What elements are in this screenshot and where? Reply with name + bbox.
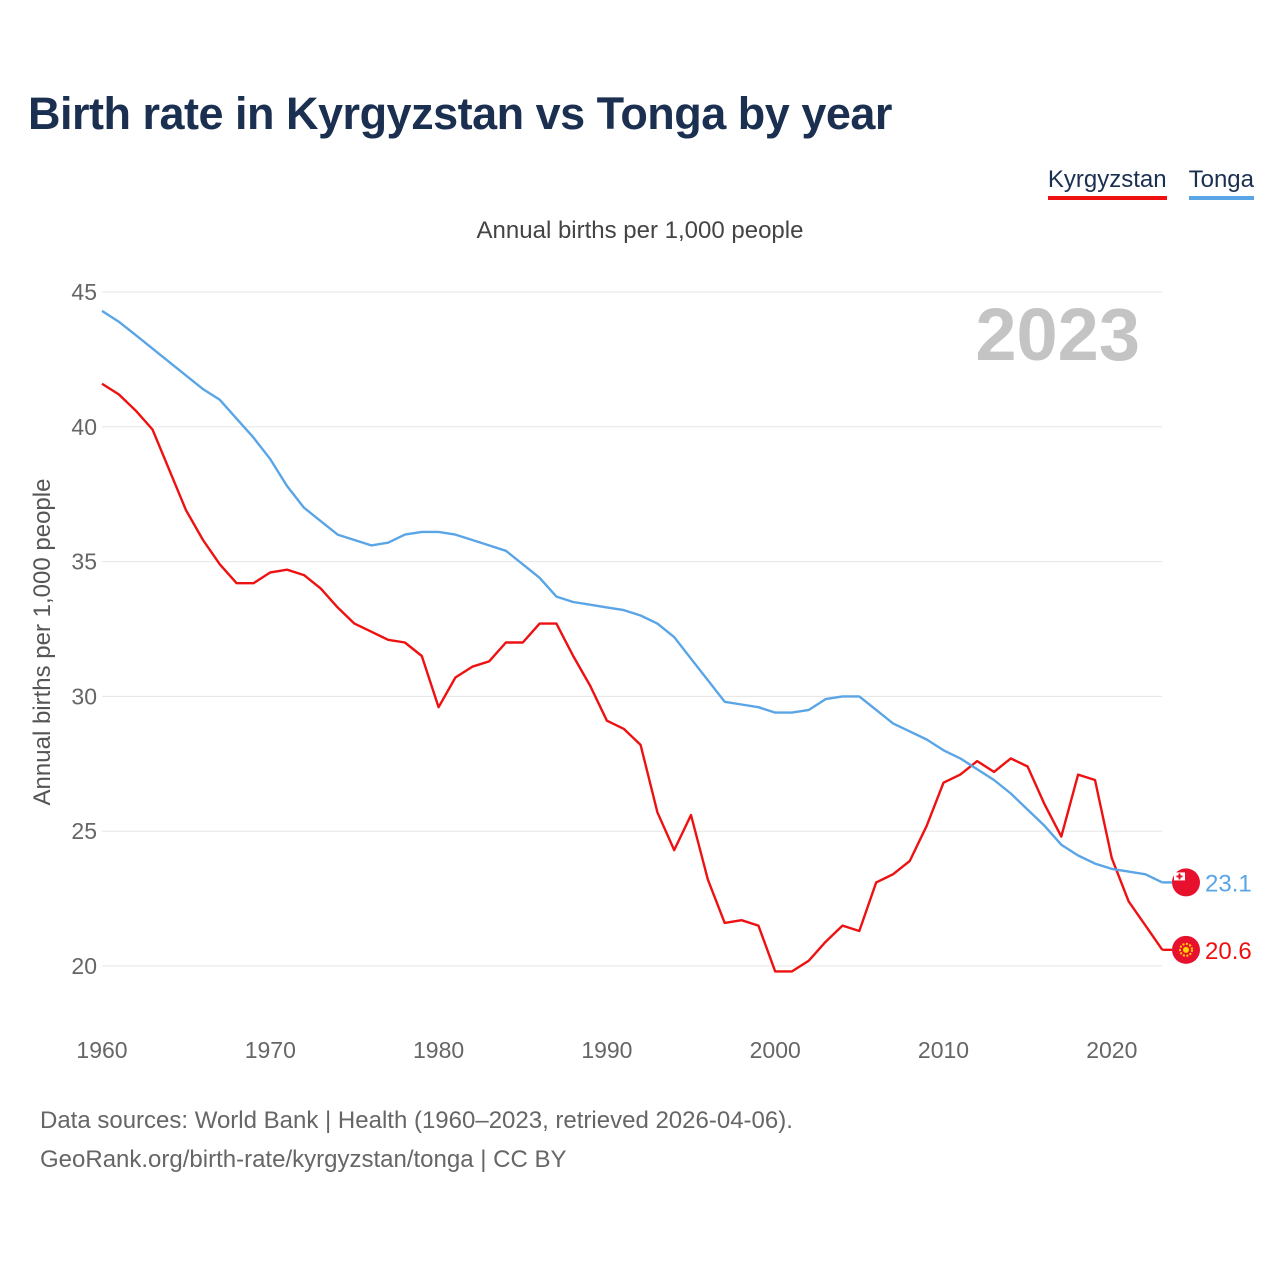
series-line-kyrgyzstan[interactable] bbox=[101, 382, 1164, 973]
y-tick-label: 35 bbox=[71, 549, 97, 575]
y-tick-label: 40 bbox=[71, 414, 97, 440]
y-tick-label: 20 bbox=[71, 953, 97, 979]
footer-sources: Data sources: World Bank | Health (1960–… bbox=[40, 1107, 793, 1134]
tonga-flag-icon bbox=[1172, 868, 1200, 897]
chart-subtitle: Annual births per 1,000 people bbox=[476, 217, 804, 244]
x-tick-label: 1990 bbox=[581, 1037, 632, 1063]
x-tick-label: 1970 bbox=[245, 1037, 296, 1063]
legend-item-kyrgyzstan[interactable]: Kyrgyzstan bbox=[1047, 166, 1167, 200]
legend-item-tonga[interactable]: Tonga bbox=[1188, 166, 1254, 200]
x-tick-label: 1960 bbox=[76, 1037, 127, 1063]
y-axis-label: Annual births per 1,000 people bbox=[29, 479, 56, 806]
y-tick-label: 45 bbox=[71, 279, 97, 305]
series-line-tonga[interactable] bbox=[101, 309, 1163, 884]
footer-attribution[interactable]: GeoRank.org/birth-rate/kyrgyzstan/tonga … bbox=[40, 1146, 567, 1173]
x-tick-label: 2020 bbox=[1086, 1037, 1137, 1063]
kyrgyzstan-flag-icon bbox=[1172, 935, 1200, 964]
x-tick-label: 2000 bbox=[750, 1037, 801, 1063]
series-end-label-kyrgyzstan: 20.6 bbox=[1205, 938, 1252, 965]
x-tick-label: 2010 bbox=[918, 1037, 969, 1063]
legend: Kyrgyzstan Tonga bbox=[1047, 166, 1254, 200]
year-watermark: 2023 bbox=[975, 293, 1140, 376]
chart-title: Birth rate in Kyrgyzstan vs Tonga by yea… bbox=[28, 88, 892, 139]
y-tick-label: 25 bbox=[71, 818, 97, 844]
x-tick-label: 1980 bbox=[413, 1037, 464, 1063]
series-end-label-tonga: 23.1 bbox=[1205, 870, 1252, 897]
y-tick-label: 30 bbox=[71, 683, 97, 709]
